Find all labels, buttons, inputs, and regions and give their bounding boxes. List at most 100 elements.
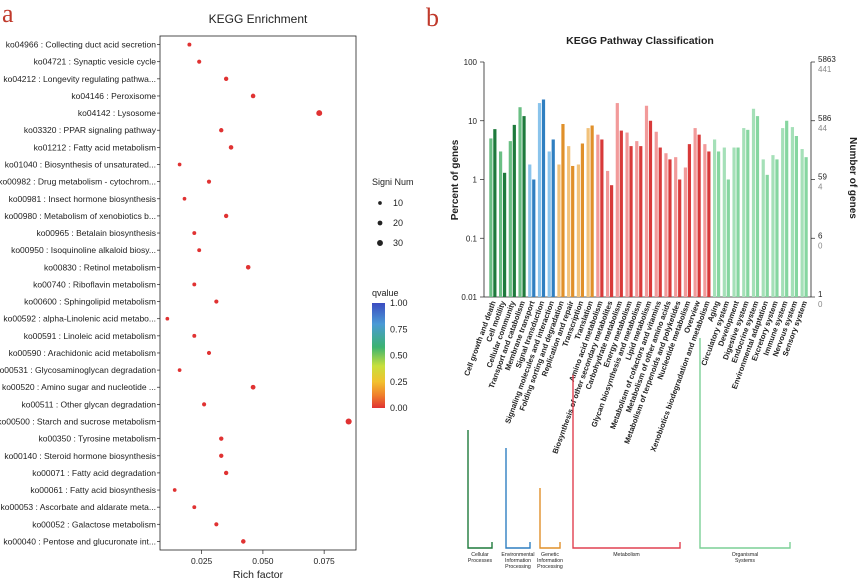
bar-light (576, 164, 581, 297)
x-tick-label: 0.050 (252, 556, 274, 566)
left-tick-label: 1 (473, 176, 478, 185)
bar-dark (493, 129, 497, 297)
qvalue-tick-label: 0.25 (390, 377, 408, 387)
bar-dark (541, 99, 546, 297)
pathway-label: ko00511 : Other glycan degradation (21, 399, 156, 409)
bar-dark (785, 120, 789, 297)
group-bracket (467, 430, 493, 549)
bar-dark (600, 139, 604, 297)
group-bracket (572, 375, 681, 549)
bar-dark (736, 147, 740, 297)
right-tick-lower: 441 (818, 65, 832, 74)
bar-light (771, 155, 775, 297)
bar-light (751, 108, 756, 297)
pathway-label: ko00740 : Riboflavin metabolism (33, 279, 156, 289)
enrichment-point (192, 333, 197, 338)
bar-dark (648, 120, 653, 297)
bar-light (605, 170, 610, 297)
qvalue-tick-label: 0.00 (390, 403, 408, 413)
left-tick-label: 100 (464, 58, 478, 67)
right-tick-lower: 0 (818, 241, 823, 250)
bar-dark (522, 116, 526, 297)
enrichment-point (228, 145, 234, 150)
qvalue-tick-label: 1.00 (390, 298, 408, 308)
pathway-label: ko00520 : Amino sugar and nucleotide ... (2, 382, 156, 392)
pathway-label: ko00071 : Fatty acid degradation (32, 468, 156, 478)
group-label: Processes (468, 558, 493, 564)
classification-title: KEGG Pathway Classification (566, 35, 714, 47)
pathway-label: ko01040 : Biosynthesis of unsaturated... (5, 160, 156, 170)
pathway-label: ko00350 : Tyrosine metabolism (39, 434, 157, 444)
bar-dark (551, 139, 555, 297)
size-legend-dot (378, 201, 382, 205)
bar-dark (697, 134, 701, 297)
qvalue-tick-label: 0.50 (390, 351, 408, 361)
enrichment-point (214, 522, 219, 527)
enrichment-point (219, 128, 224, 133)
x-tick-label: 0.025 (191, 556, 213, 566)
pathway-label: ko04146 : Peroxisome (71, 91, 156, 101)
right-tick-upper: 586 (818, 114, 832, 123)
bar-dark (668, 159, 672, 297)
bar-dark (619, 130, 623, 297)
enrichment-point (214, 299, 219, 304)
bar-dark (532, 179, 536, 297)
right-tick-lower: 4 (818, 183, 823, 192)
pathway-label: ko00965 : Betalain biosynthesis (36, 228, 156, 238)
group-label: Information (537, 558, 563, 564)
enrichment-point (172, 488, 177, 492)
bar-light (703, 144, 707, 297)
bar-light (528, 164, 532, 297)
bar-light (722, 147, 726, 297)
enrichment-point (345, 418, 352, 425)
pathway-label: ko03320 : PPAR signaling pathway (24, 125, 157, 135)
bar-light (781, 128, 785, 297)
classification-right-axis-label: Number of genes (847, 137, 858, 219)
bar-dark (746, 129, 750, 297)
group-label: Systems (735, 558, 755, 564)
bar-light (537, 103, 542, 298)
enrichment-point (177, 162, 182, 167)
bar-dark (629, 146, 633, 297)
right-tick-lower: 44 (818, 124, 827, 133)
qvalue-legend-title: qvalue (372, 288, 399, 298)
panel-b-label: b (426, 3, 439, 32)
size-legend-dot (377, 240, 383, 246)
enrichment-x-axis: 0.025 0.050 0.075 (191, 550, 335, 566)
pathway-label: ko00981 : Insect hormone biosynthesis (9, 194, 156, 204)
enrichment-point (250, 93, 256, 99)
right-tick-lower: 0 (818, 300, 823, 309)
bar-light (518, 107, 522, 298)
bar-light (489, 138, 493, 297)
kegg-enrichment-chart: KEGG Enrichment ko04966 : Collecting duc… (0, 12, 414, 581)
bar-dark (639, 146, 643, 297)
enrichment-plot-frame (159, 35, 357, 551)
bar-light (567, 146, 571, 297)
bar-dark (678, 179, 682, 297)
bar-dark (590, 125, 594, 297)
qvalue-legend: qvalue 1.00 0.75 0.50 0.25 0.00 (372, 288, 408, 413)
enrichment-point (245, 265, 251, 270)
bar-light (547, 151, 551, 297)
enrichment-title: KEGG Enrichment (209, 12, 308, 26)
right-tick-upper: 6 (818, 231, 823, 240)
bar-dark (658, 147, 662, 297)
bar-dark (571, 165, 575, 297)
bar-light (800, 149, 804, 297)
right-tick-upper: 1 (818, 290, 823, 299)
enrichment-pathway-labels: ko04966 : Collecting duct acid secretion… (0, 40, 157, 547)
pathway-label: ko00592 : alpha-Linolenic acid metabo... (3, 314, 156, 324)
bar-dark (775, 159, 779, 297)
bar-dark (609, 185, 614, 297)
pathway-label: ko00590 : Arachidonic acid metabolism (9, 348, 156, 358)
bar-light (596, 134, 600, 297)
pathway-label: ko04212 : Longevity regulating pathwa... (3, 74, 156, 84)
enrichment-points (165, 42, 352, 544)
pathway-label: ko01212 : Fatty acid metabolism (34, 142, 156, 152)
group-label: Organismal (732, 552, 759, 558)
bar-dark (765, 174, 769, 297)
enrichment-point (182, 196, 187, 201)
